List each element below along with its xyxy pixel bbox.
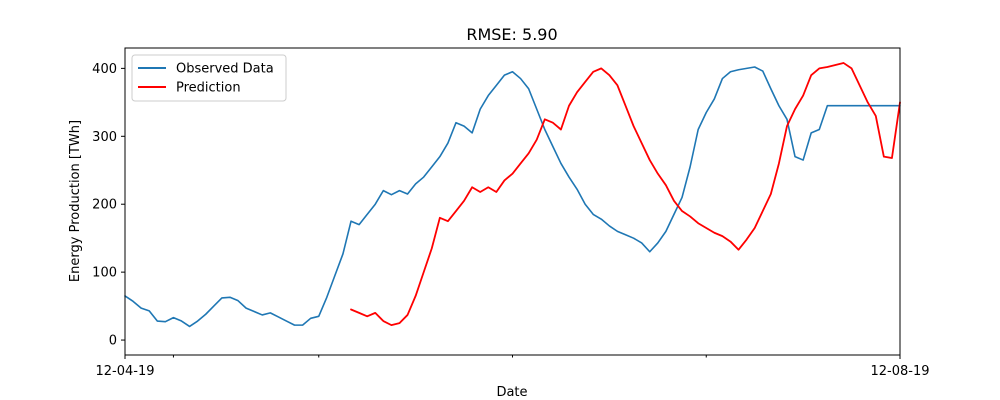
y-tick-label: 200 bbox=[92, 198, 117, 213]
x-axis: 12-04-19 12-08-19 bbox=[95, 355, 930, 379]
y-tick-label: 0 bbox=[109, 334, 117, 349]
y-axis: 0 100 200 300 400 bbox=[92, 62, 125, 349]
x-tick-label: 12-08-19 bbox=[870, 364, 929, 379]
y-tick-label: 100 bbox=[92, 266, 117, 281]
plot-frame bbox=[124, 47, 901, 356]
x-tick-label: 12-04-19 bbox=[95, 364, 154, 379]
x-axis-label: Date bbox=[496, 385, 527, 400]
y-axis-label: Energy Production [TWh] bbox=[68, 120, 83, 282]
chart-title: RMSE: 5.90 bbox=[466, 25, 557, 44]
legend-prediction-label: Prediction bbox=[176, 81, 241, 96]
series-line-observed bbox=[124, 66, 901, 328]
y-tick-label: 300 bbox=[92, 130, 117, 145]
legend: Observed Data Prediction bbox=[131, 54, 287, 102]
plot-area: 0 100 200 300 400 12-04-19 12-08-19 bbox=[92, 47, 930, 379]
legend-observed-label: Observed Data bbox=[176, 62, 274, 77]
legend-box bbox=[131, 54, 287, 102]
series-layer bbox=[124, 62, 901, 328]
series-line-prediction bbox=[350, 62, 901, 327]
y-tick-label: 400 bbox=[92, 62, 117, 77]
